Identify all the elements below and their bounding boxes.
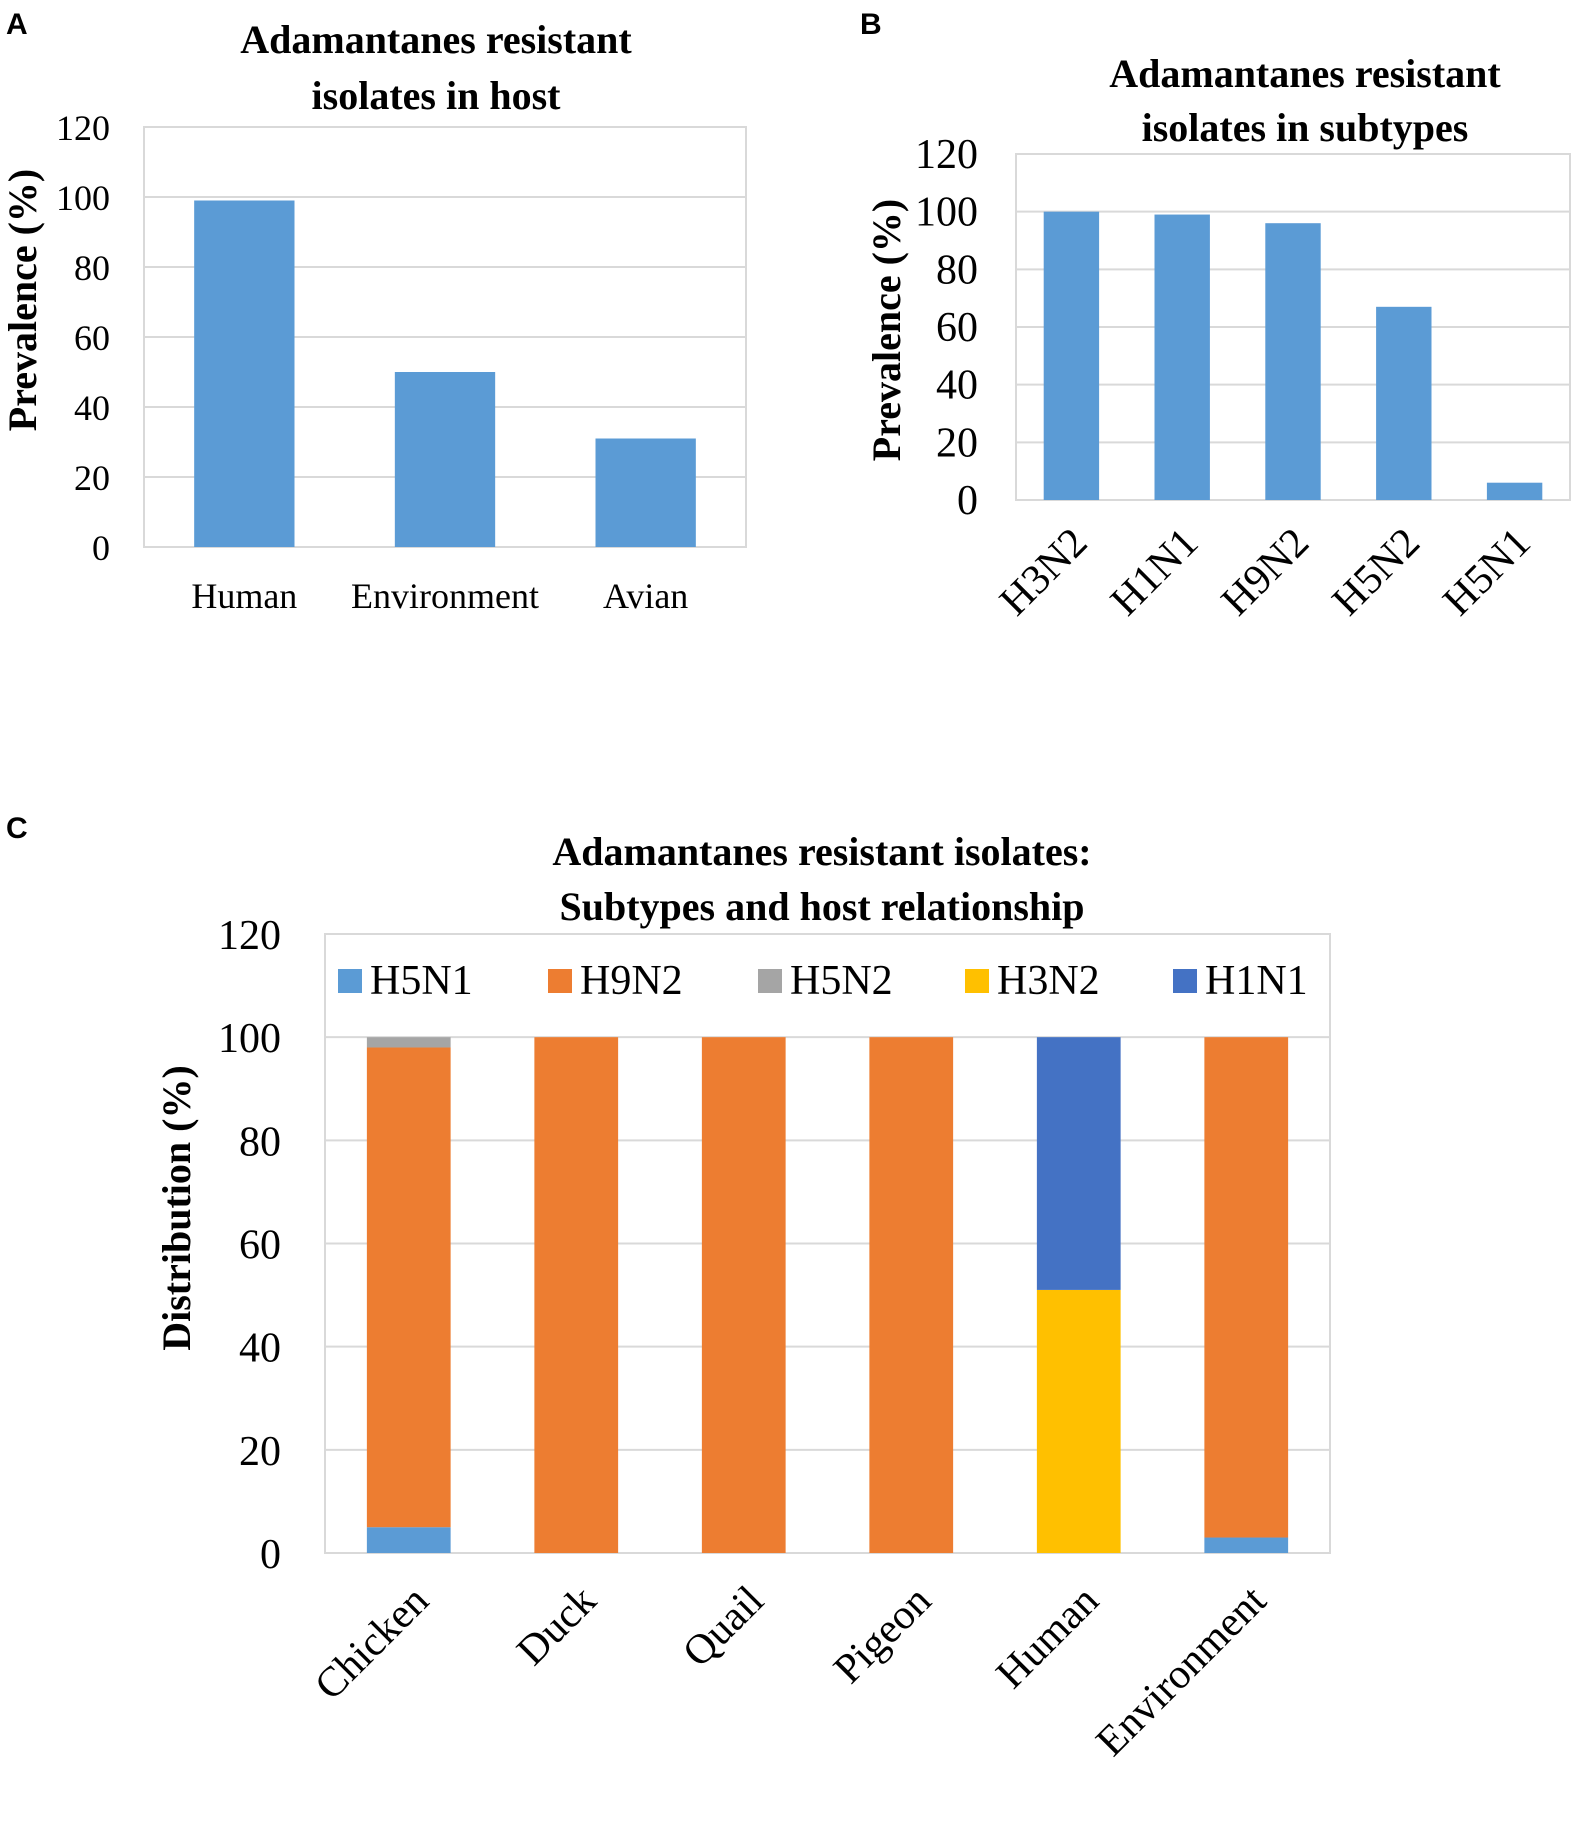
panel-a-bar-human bbox=[194, 200, 295, 547]
panel-a-y-tick-label: 20 bbox=[74, 458, 110, 498]
panel-c-bar-h5n1-environment bbox=[1204, 1537, 1289, 1553]
panel-a-bar-avian bbox=[595, 438, 696, 547]
panel-c-bar-h3n2-human bbox=[1036, 1289, 1121, 1553]
panel-c-legend-item-h5n1: H5N1 bbox=[338, 958, 473, 1004]
panel-a-letter: A bbox=[6, 8, 28, 41]
panel-c-legend-swatch-h1n1 bbox=[1173, 969, 1197, 993]
panel-c-y-tick-label: 0 bbox=[260, 1532, 281, 1578]
panel-c-letter: C bbox=[6, 812, 28, 845]
panel-b-y-axis-label: Prevalence (%) bbox=[864, 199, 909, 461]
panel-c-x-tick-label: Chicken bbox=[306, 1578, 437, 1709]
panel-c-y-tick-label: 20 bbox=[239, 1429, 281, 1475]
panel-b-y-tick-label: 120 bbox=[915, 132, 978, 178]
panel-c-bar-h9n2-environment bbox=[1204, 1037, 1289, 1538]
panel-b-x-tick-label: H1N1 bbox=[1102, 520, 1207, 625]
panel-b: B Adamantanes resistant isolates in subt… bbox=[860, 8, 1571, 625]
panel-b-y-tick-label: 100 bbox=[915, 190, 978, 236]
panel-b-letter: B bbox=[860, 8, 882, 41]
panel-c-legend-swatch-h3n2 bbox=[965, 969, 989, 993]
panel-a-y-tick-label: 80 bbox=[74, 248, 110, 288]
panel-c-x-tick-label: Duck bbox=[508, 1578, 605, 1675]
panel-a-title-line-2: isolates in host bbox=[312, 73, 562, 118]
panel-c-bar-h9n2-duck bbox=[534, 1037, 619, 1553]
panel-b-y-tick-label: 40 bbox=[936, 363, 978, 409]
panel-a-x-tick-label: Avian bbox=[603, 576, 688, 616]
panel-a-y-tick-label: 0 bbox=[92, 528, 110, 568]
panel-c-y-axis-label: Distribution (%) bbox=[154, 1065, 199, 1351]
panel-b-bar-h9n2 bbox=[1265, 223, 1321, 500]
panel-c-x-tick-label: Pigeon bbox=[825, 1578, 940, 1693]
panel-c-y-tick-label: 60 bbox=[239, 1223, 281, 1269]
panel-c-legend-label: H3N2 bbox=[997, 958, 1100, 1004]
panel-b-y-tick-label: 0 bbox=[957, 478, 978, 524]
panel-c-legend-label: H5N2 bbox=[790, 958, 893, 1004]
panel-c-bar-h5n1-chicken bbox=[366, 1527, 451, 1553]
panel-c-legend: H5N1 H9N2 H5N2 H3N2 H1N1 bbox=[338, 958, 1308, 1004]
panel-a-y-tick-label: 100 bbox=[56, 178, 110, 218]
panel-a-plot: 0 20 40 60 80 100 120 Human Environment Avian bbox=[56, 108, 747, 616]
panel-c-x-tick-label: Quail bbox=[674, 1578, 773, 1677]
panel-c-legend-swatch-h9n2 bbox=[548, 969, 572, 993]
panel-b-x-tick-label: H5N1 bbox=[1435, 520, 1540, 625]
panel-b-y-tick-label: 60 bbox=[936, 305, 978, 351]
panel-b-title-line-2: isolates in subtypes bbox=[1142, 105, 1469, 150]
panel-c-legend-label: H5N1 bbox=[370, 958, 473, 1004]
panel-c-y-tick-label: 80 bbox=[239, 1119, 281, 1165]
panel-b-title-line-1: Adamantanes resistant bbox=[1109, 51, 1501, 96]
panel-c-bar-h1n1-human bbox=[1036, 1037, 1121, 1290]
panel-c-bar-h5n2-chicken bbox=[366, 1037, 451, 1048]
panel-c-legend-label: H1N1 bbox=[1205, 958, 1308, 1004]
panel-c-bar-h9n2-chicken bbox=[366, 1047, 451, 1528]
panel-c-legend-item-h1n1: H1N1 bbox=[1173, 958, 1308, 1004]
panel-c-x-tick-label: Human bbox=[988, 1578, 1108, 1698]
panel-b-bar-h5n2 bbox=[1376, 306, 1432, 500]
panel-a-y-tick-label: 120 bbox=[56, 108, 110, 148]
panel-a: A Adamantanes resistant isolates in host… bbox=[0, 8, 747, 616]
panel-c-legend-item-h9n2: H9N2 bbox=[548, 958, 683, 1004]
panel-c-legend-swatch-h5n2 bbox=[758, 969, 782, 993]
panel-c-plot: 0 20 40 60 80 100 120 Chicken Duck Quail Pigeon Hum… bbox=[218, 913, 1331, 1765]
panel-c-bar-h9n2-pigeon bbox=[869, 1037, 954, 1553]
panel-a-x-tick-label: Human bbox=[191, 576, 297, 616]
panel-c-x-tick-label: Environment bbox=[1088, 1577, 1276, 1765]
panel-b-bar-h1n1 bbox=[1154, 214, 1210, 501]
panel-c-legend-item-h5n2: H5N2 bbox=[758, 958, 893, 1004]
panel-c-legend-item-h3n2: H3N2 bbox=[965, 958, 1100, 1004]
panel-b-x-tick-label: H3N2 bbox=[991, 520, 1096, 625]
panel-b-x-tick-label: H5N2 bbox=[1324, 520, 1429, 625]
panel-b-y-tick-label: 80 bbox=[936, 247, 978, 293]
panel-a-x-tick-label: Environment bbox=[351, 576, 539, 616]
panel-c-y-tick-label: 40 bbox=[239, 1326, 281, 1372]
panel-b-x-tick-label: H9N2 bbox=[1213, 520, 1318, 625]
panel-a-y-tick-label: 60 bbox=[74, 318, 110, 358]
panel-b-bar-h3n2 bbox=[1043, 211, 1100, 500]
panel-c-legend-label: H9N2 bbox=[580, 958, 683, 1004]
panel-a-y-tick-label: 40 bbox=[74, 388, 110, 428]
panel-b-plot: 0 20 40 60 80 100 120 H3N2 H1N1 H9N2 H5N2 H5N1 bbox=[915, 132, 1571, 625]
panel-c: C Adamantanes resistant isolates: Subtyp… bbox=[6, 812, 1331, 1765]
panel-a-title-line-1: Adamantanes resistant bbox=[240, 17, 632, 62]
panel-b-y-tick-label: 20 bbox=[936, 420, 978, 466]
panel-c-y-tick-label: 120 bbox=[218, 913, 281, 959]
panel-c-y-tick-label: 100 bbox=[218, 1016, 281, 1062]
panel-a-bar-environment bbox=[394, 372, 496, 547]
panel-c-title-line-2: Subtypes and host relationship bbox=[560, 884, 1085, 929]
panel-b-bar-h5n1 bbox=[1486, 482, 1543, 500]
panel-c-legend-swatch-h5n1 bbox=[338, 969, 362, 993]
panel-c-title-line-1: Adamantanes resistant isolates: bbox=[552, 829, 1091, 874]
panel-a-y-axis-label: Prevalence (%) bbox=[0, 169, 45, 431]
panel-c-bar-h9n2-quail bbox=[701, 1037, 786, 1553]
